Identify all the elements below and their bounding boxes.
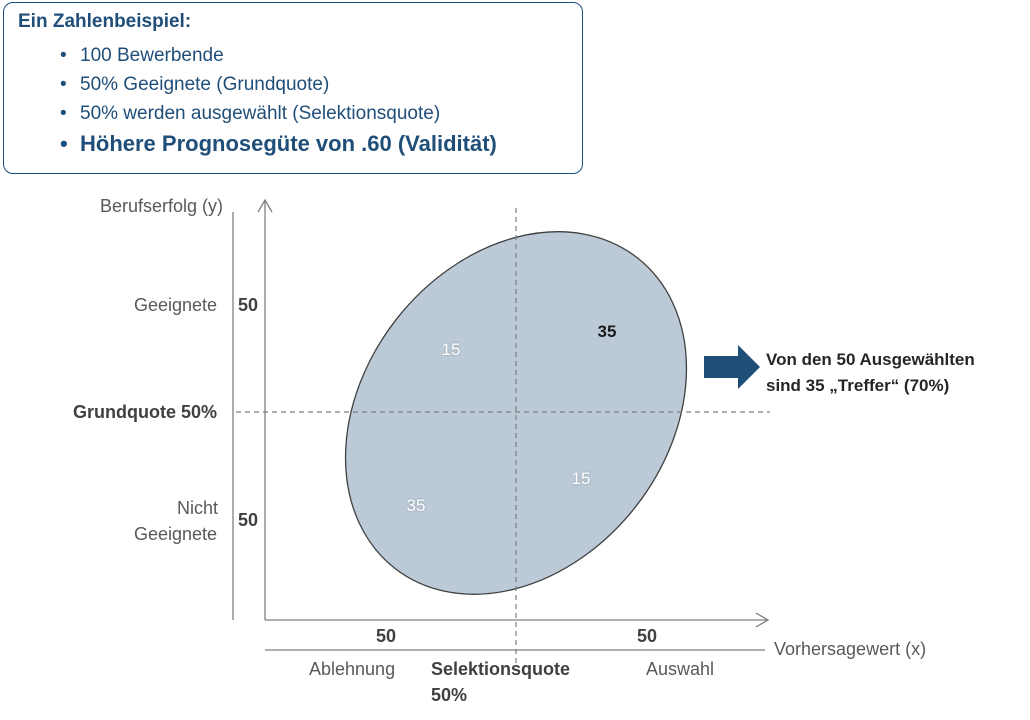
result-note: Von den 50 Ausgewählten sind 35 „Treffer… [766, 347, 975, 399]
x-threshold-label-line1: Selektionsquote [431, 659, 571, 679]
distribution-ellipse [344, 231, 688, 595]
x-threshold-label-line2: 50% [431, 685, 468, 705]
info-box-title: Ein Zahlenbeispiel: [18, 11, 192, 32]
y-upper-category: Geeignete [134, 295, 218, 315]
x-axis-arrowhead [755, 612, 770, 628]
y-axis-label: Berufserfolg (y) [100, 196, 224, 216]
result-arrow-icon [704, 345, 760, 389]
info-box-list: 100 Bewerbende 50% Geeignete (Grundquote… [54, 41, 497, 160]
result-note-line2: sind 35 „Treffer“ (70%) [766, 376, 950, 395]
y-axis-arrowhead [257, 198, 273, 213]
quadrant-bottom-right: 15 [572, 469, 591, 488]
quadrant-top-right: 35 [598, 322, 617, 341]
x-left-count: 50 [376, 626, 397, 646]
y-threshold-label: Grundquote 50% [73, 402, 218, 422]
info-box: Ein Zahlenbeispiel: 100 Bewerbende 50% G… [3, 2, 583, 174]
x-right-category: Auswahl [646, 659, 715, 679]
x-left-category: Ablehnung [309, 659, 396, 679]
bullet-base-rate: 50% Geeignete (Grundquote) [54, 70, 497, 99]
y-upper-count: 50 [238, 295, 259, 315]
quadrant-top-left: 15 [442, 340, 461, 359]
bullet-selection-rate: 50% werden ausgewählt (Selektionsquote) [54, 99, 497, 128]
bullet-validity: Höhere Prognosegüte von .60 (Validität) [54, 128, 497, 160]
x-axis-label: Vorhersagewert (x) [774, 639, 927, 659]
y-lower-category-line1: Nicht [177, 498, 219, 518]
y-lower-count: 50 [238, 510, 259, 530]
y-lower-category-line2: Geeignete [134, 524, 218, 544]
result-note-line1: Von den 50 Ausgewählten [766, 350, 975, 369]
x-right-count: 50 [637, 626, 658, 646]
bullet-applicants: 100 Bewerbende [54, 41, 497, 70]
quadrant-bottom-left: 35 [407, 496, 426, 515]
